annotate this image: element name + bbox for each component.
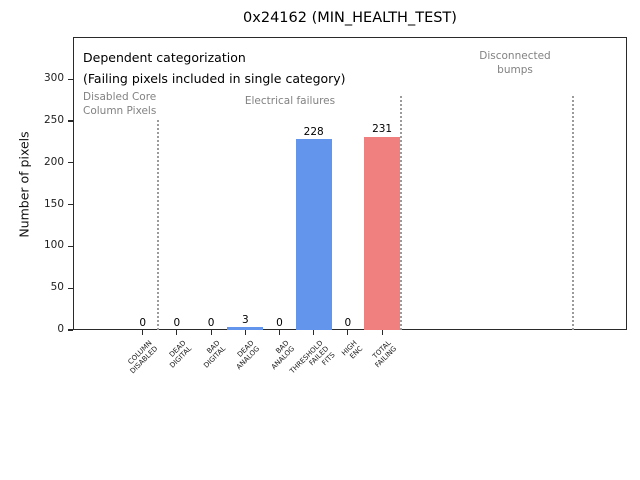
bar-value-label: 0 [173, 316, 181, 329]
y-tick-label: 0 [57, 323, 64, 335]
x-tick-mark [278, 330, 281, 335]
region-separator-line [400, 96, 402, 330]
y-tick-label: 200 [43, 155, 64, 168]
y-tick-mark [68, 162, 73, 164]
annotation-failing-pixels-note: (Failing pixels included in single categ… [83, 71, 346, 86]
x-tick-mark [142, 330, 144, 335]
y-tick-label: 150 [43, 197, 64, 210]
bar [227, 327, 264, 330]
x-tick-mark [381, 330, 383, 335]
y-tick-mark [68, 120, 73, 122]
y-tick-mark [68, 204, 73, 206]
y-tick-label: 100 [43, 239, 64, 252]
y-tick-label: 250 [43, 114, 64, 127]
bar-value-label: 228 [303, 125, 324, 138]
y-axis-label: Number of pixels [16, 131, 32, 238]
y-tick-mark [68, 78, 73, 80]
annotation-dependent-categorization: Dependent categorization [83, 50, 246, 65]
y-tick-label: 50 [50, 281, 64, 294]
bar [295, 139, 332, 330]
y-tick-mark [68, 287, 73, 289]
x-tick-mark [244, 330, 246, 335]
annotation-electrical-failures-region: Electrical failures [244, 95, 336, 107]
bar-value-label: 0 [207, 316, 215, 329]
bar-value-label: 0 [139, 316, 147, 329]
x-tick-mark [347, 330, 349, 335]
x-tick-mark [210, 330, 212, 335]
plot-area [73, 37, 627, 330]
y-tick-label: 300 [43, 72, 64, 85]
bar-value-label: 0 [276, 316, 283, 329]
bar-value-label: 231 [372, 123, 393, 136]
y-tick-mark [68, 329, 73, 331]
bar-value-label: 3 [241, 313, 249, 326]
chart-title: 0x24162 (MIN_HEALTH_TEST) [243, 10, 457, 26]
x-tick-mark [176, 330, 178, 335]
annotation-disabled-core-region: Disabled Core Column Pixels [83, 91, 157, 117]
annotation-disconnected-bumps-region: Disconnected bumps [479, 50, 551, 76]
y-tick-mark [68, 245, 73, 248]
region-separator-line [156, 120, 159, 330]
bar [364, 136, 401, 330]
x-tick-mark [313, 330, 315, 335]
region-separator-line [572, 96, 574, 330]
bar-value-label: 0 [344, 316, 352, 329]
